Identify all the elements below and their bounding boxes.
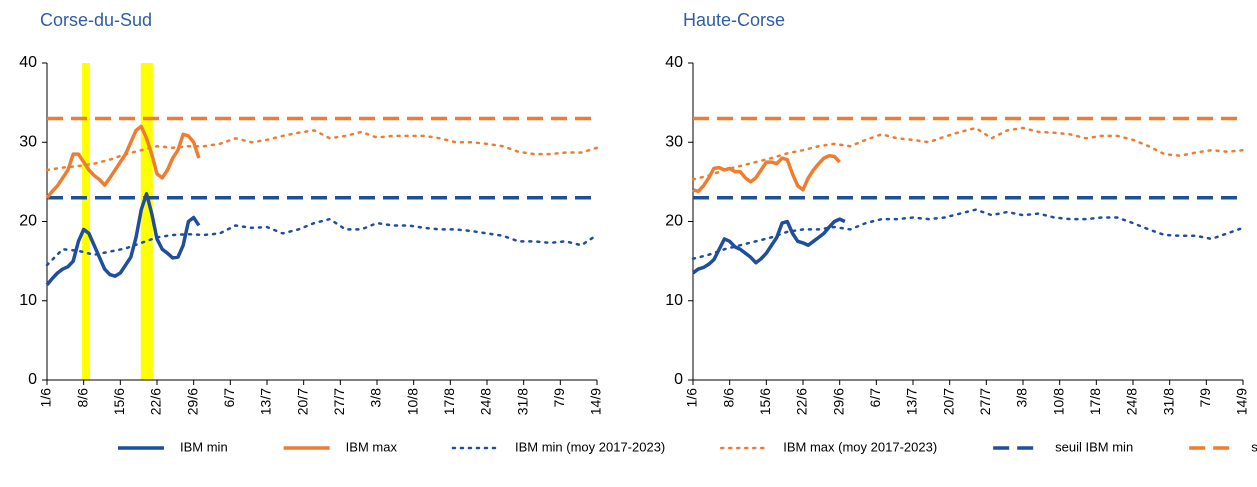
x-tick-label: 22/6 xyxy=(148,388,164,415)
x-tick-label: 6/7 xyxy=(221,388,237,408)
x-tick-label: 14/9 xyxy=(1234,388,1250,415)
x-tick-label: 6/7 xyxy=(867,388,883,408)
chart-title: Haute-Corse xyxy=(683,10,785,30)
legend-label: IBM max xyxy=(346,439,398,454)
y-tick-label: 0 xyxy=(674,371,683,388)
x-tick-label: 17/8 xyxy=(1087,388,1103,415)
series-line xyxy=(692,153,841,194)
y-tick-label: 20 xyxy=(665,213,683,230)
x-tick-label: 15/6 xyxy=(111,388,127,415)
series-line xyxy=(45,124,201,199)
x-tick-label: 8/6 xyxy=(720,388,736,408)
x-tick-label: 20/7 xyxy=(940,388,956,415)
y-tick-label: 40 xyxy=(665,54,683,71)
series-line xyxy=(45,217,599,267)
series-line xyxy=(691,126,1245,181)
x-tick-label: 14/9 xyxy=(588,388,604,415)
x-tick-label: 24/8 xyxy=(1124,388,1140,415)
y-tick-label: 40 xyxy=(19,54,37,71)
legend-label: IBM min (moy 2017-2023) xyxy=(515,439,665,454)
x-tick-label: 22/6 xyxy=(794,388,810,415)
x-tick-label: 15/6 xyxy=(757,388,773,415)
x-tick-label: 1/6 xyxy=(684,388,700,408)
chart-title: Corse-du-Sud xyxy=(40,10,152,30)
x-tick-label: 7/9 xyxy=(551,388,567,408)
x-tick-label: 31/8 xyxy=(1160,388,1176,415)
y-tick-label: 30 xyxy=(665,133,683,150)
x-tick-label: 8/6 xyxy=(74,388,90,408)
x-tick-label: 13/7 xyxy=(258,388,274,415)
y-tick-label: 0 xyxy=(28,371,37,388)
x-tick-label: 3/8 xyxy=(368,388,384,408)
legend-label: IBM min xyxy=(180,439,228,454)
y-tick-label: 10 xyxy=(665,292,683,309)
series-line xyxy=(691,208,1245,260)
x-tick-label: 24/8 xyxy=(478,388,494,415)
x-tick-label: 1/6 xyxy=(38,388,54,408)
highlight-band xyxy=(82,63,90,380)
x-tick-label: 3/8 xyxy=(1014,388,1030,408)
x-tick-label: 31/8 xyxy=(514,388,530,415)
series-line xyxy=(45,192,201,287)
series-line xyxy=(691,217,846,275)
x-tick-label: 17/8 xyxy=(441,388,457,415)
x-tick-label: 10/8 xyxy=(1050,388,1066,415)
x-tick-label: 10/8 xyxy=(404,388,420,415)
x-tick-label: 27/7 xyxy=(977,388,993,415)
legend-label: seuil IBM max xyxy=(1251,439,1257,454)
x-tick-label: 29/6 xyxy=(184,388,200,415)
x-tick-label: 20/7 xyxy=(294,388,310,415)
y-tick-label: 20 xyxy=(19,213,37,230)
y-tick-label: 30 xyxy=(19,133,37,150)
y-tick-label: 10 xyxy=(19,292,37,309)
x-tick-label: 27/7 xyxy=(331,388,347,415)
x-tick-label: 7/9 xyxy=(1197,388,1213,408)
legend-label: seuil IBM min xyxy=(1055,439,1133,454)
legend-label: IBM max (moy 2017-2023) xyxy=(783,439,937,454)
x-tick-label: 29/6 xyxy=(830,388,846,415)
highlight-band xyxy=(140,63,153,380)
series-line xyxy=(45,129,599,172)
x-tick-label: 13/7 xyxy=(904,388,920,415)
